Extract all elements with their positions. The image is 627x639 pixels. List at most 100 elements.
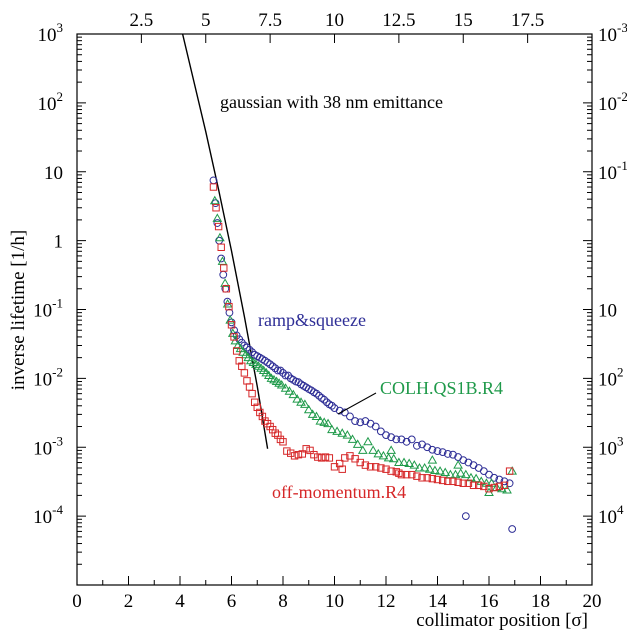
ramp-squeeze-point: [320, 395, 329, 404]
colh-point: [342, 430, 353, 439]
x-tick-label: 14: [428, 591, 448, 612]
off-momentum-point: [276, 435, 285, 444]
y-tick-label: 10-1: [33, 296, 63, 322]
y-tick-label: 10-3: [33, 433, 63, 459]
off-momentum-point: [310, 450, 318, 459]
colh-label: COLH.QS1B.R4: [380, 378, 503, 398]
gaussian-curve: [181, 34, 269, 449]
y-right-tick-label: 104: [598, 502, 624, 528]
y-tick-label: 102: [38, 89, 64, 115]
colh-point: [215, 232, 225, 242]
ramp-squeeze-point: [351, 417, 360, 425]
ramp-squeeze-point: [438, 448, 447, 457]
top-tick-label: 12.5: [382, 10, 415, 31]
top-tick-label: 15: [454, 10, 473, 31]
colh-point: [276, 380, 287, 389]
axis-ticks: [76, 34, 593, 586]
off-momentum-point: [225, 302, 233, 311]
ramp-squeeze-point: [443, 450, 452, 458]
colh-point: [288, 389, 299, 399]
off-momentum-point: [335, 459, 344, 468]
colh-point: [460, 469, 471, 479]
gaussian-annotation: gaussian with 38 nm emittance: [220, 92, 443, 112]
colh-point: [440, 467, 451, 476]
off-momentum-point: [402, 470, 411, 479]
x-axis-label: collimator position [σ]: [416, 610, 588, 631]
ramp-squeeze-point: [505, 479, 514, 488]
ramp-squeeze-point: [392, 435, 401, 444]
ramp-squeeze-point: [407, 435, 416, 444]
off-momentum-point: [449, 477, 457, 486]
ramp-squeeze-point: [423, 443, 432, 452]
ramp-squeeze-point: [219, 270, 228, 279]
ramp-squeeze-point: [485, 470, 493, 479]
off-momentum-point: [222, 285, 231, 293]
colh-point: [292, 394, 303, 403]
ramp-squeeze-point: [315, 391, 323, 400]
colh-point: [455, 468, 466, 477]
off-momentum-point: [454, 478, 462, 486]
off-momentum-point: [356, 458, 364, 467]
ramp-squeeze-point: [382, 431, 390, 440]
off-momentum-point: [232, 347, 241, 355]
colh-point: [414, 462, 425, 472]
colh-point: [225, 315, 236, 324]
colh-point: [315, 416, 326, 425]
off-momentum-point: [271, 429, 279, 437]
colh-point: [427, 455, 438, 464]
y-tick-label: 1: [54, 232, 64, 253]
top-tick-label: 10: [325, 10, 344, 31]
top-tick-label: 5: [201, 10, 211, 31]
ramp-squeeze-point: [397, 435, 406, 444]
colh-pointer-line: [337, 392, 377, 415]
colh-point: [332, 426, 342, 435]
colh-point: [476, 476, 487, 485]
ramp-squeeze-point: [474, 464, 483, 472]
off-momentum-point: [341, 454, 349, 462]
colh-point: [388, 453, 399, 463]
ramp-squeeze-point: [346, 412, 354, 421]
off-momentum-point: [464, 479, 473, 487]
off-momentum-point: [382, 465, 390, 473]
ramp-squeeze-point: [376, 427, 385, 436]
off-momentum-point: [258, 412, 267, 421]
colh-point: [368, 445, 378, 454]
colh-point: [357, 445, 368, 454]
colh-point: [323, 418, 333, 428]
axis-tick-labels: 0 2 4 6 8 10 12 14 16 18 20 2.5 5 7.5 10 12.5 15 17.5 103 1…: [33, 10, 627, 612]
off-momentum-point: [361, 461, 370, 469]
y-tick-label: 10: [44, 163, 63, 184]
ramp-squeeze-point: [500, 477, 509, 486]
off-momentum-point: [317, 454, 326, 462]
ramp-squeeze-point: [328, 401, 336, 410]
x-tick-label: 2: [124, 591, 134, 612]
ramp-squeeze-point: [263, 358, 272, 367]
colh-point: [227, 328, 238, 337]
colh-point: [373, 448, 384, 458]
ramp-squeeze-label: ramp&squeeze: [258, 310, 366, 330]
colh-point: [453, 460, 463, 469]
off-momentum-point: [495, 482, 504, 491]
off-momentum-point: [418, 474, 426, 482]
colh-point: [352, 439, 363, 448]
ramp-squeeze-point: [248, 348, 257, 357]
colh-point: [217, 256, 228, 265]
colh-point: [347, 434, 358, 443]
off-momentum-point: [423, 474, 431, 482]
colh-point: [303, 404, 314, 414]
ramp-squeeze-point: [223, 297, 232, 306]
off-momentum-point: [220, 264, 228, 272]
y-right-tick-label: 103: [598, 433, 624, 459]
y-right-tick-label: 10: [598, 301, 617, 322]
ramp-squeeze-point: [479, 467, 488, 476]
colh-point: [486, 478, 497, 487]
ramp-squeeze-point: [322, 398, 331, 407]
ramp-squeeze-point: [387, 433, 396, 442]
off-momentum-point: [209, 183, 218, 191]
off-momentum-point: [227, 321, 236, 329]
colh-point: [399, 457, 409, 467]
ramp-squeeze-point: [268, 362, 277, 371]
off-momentum-label: off-momentum.R4: [272, 482, 406, 502]
off-momentum-point: [413, 472, 421, 480]
